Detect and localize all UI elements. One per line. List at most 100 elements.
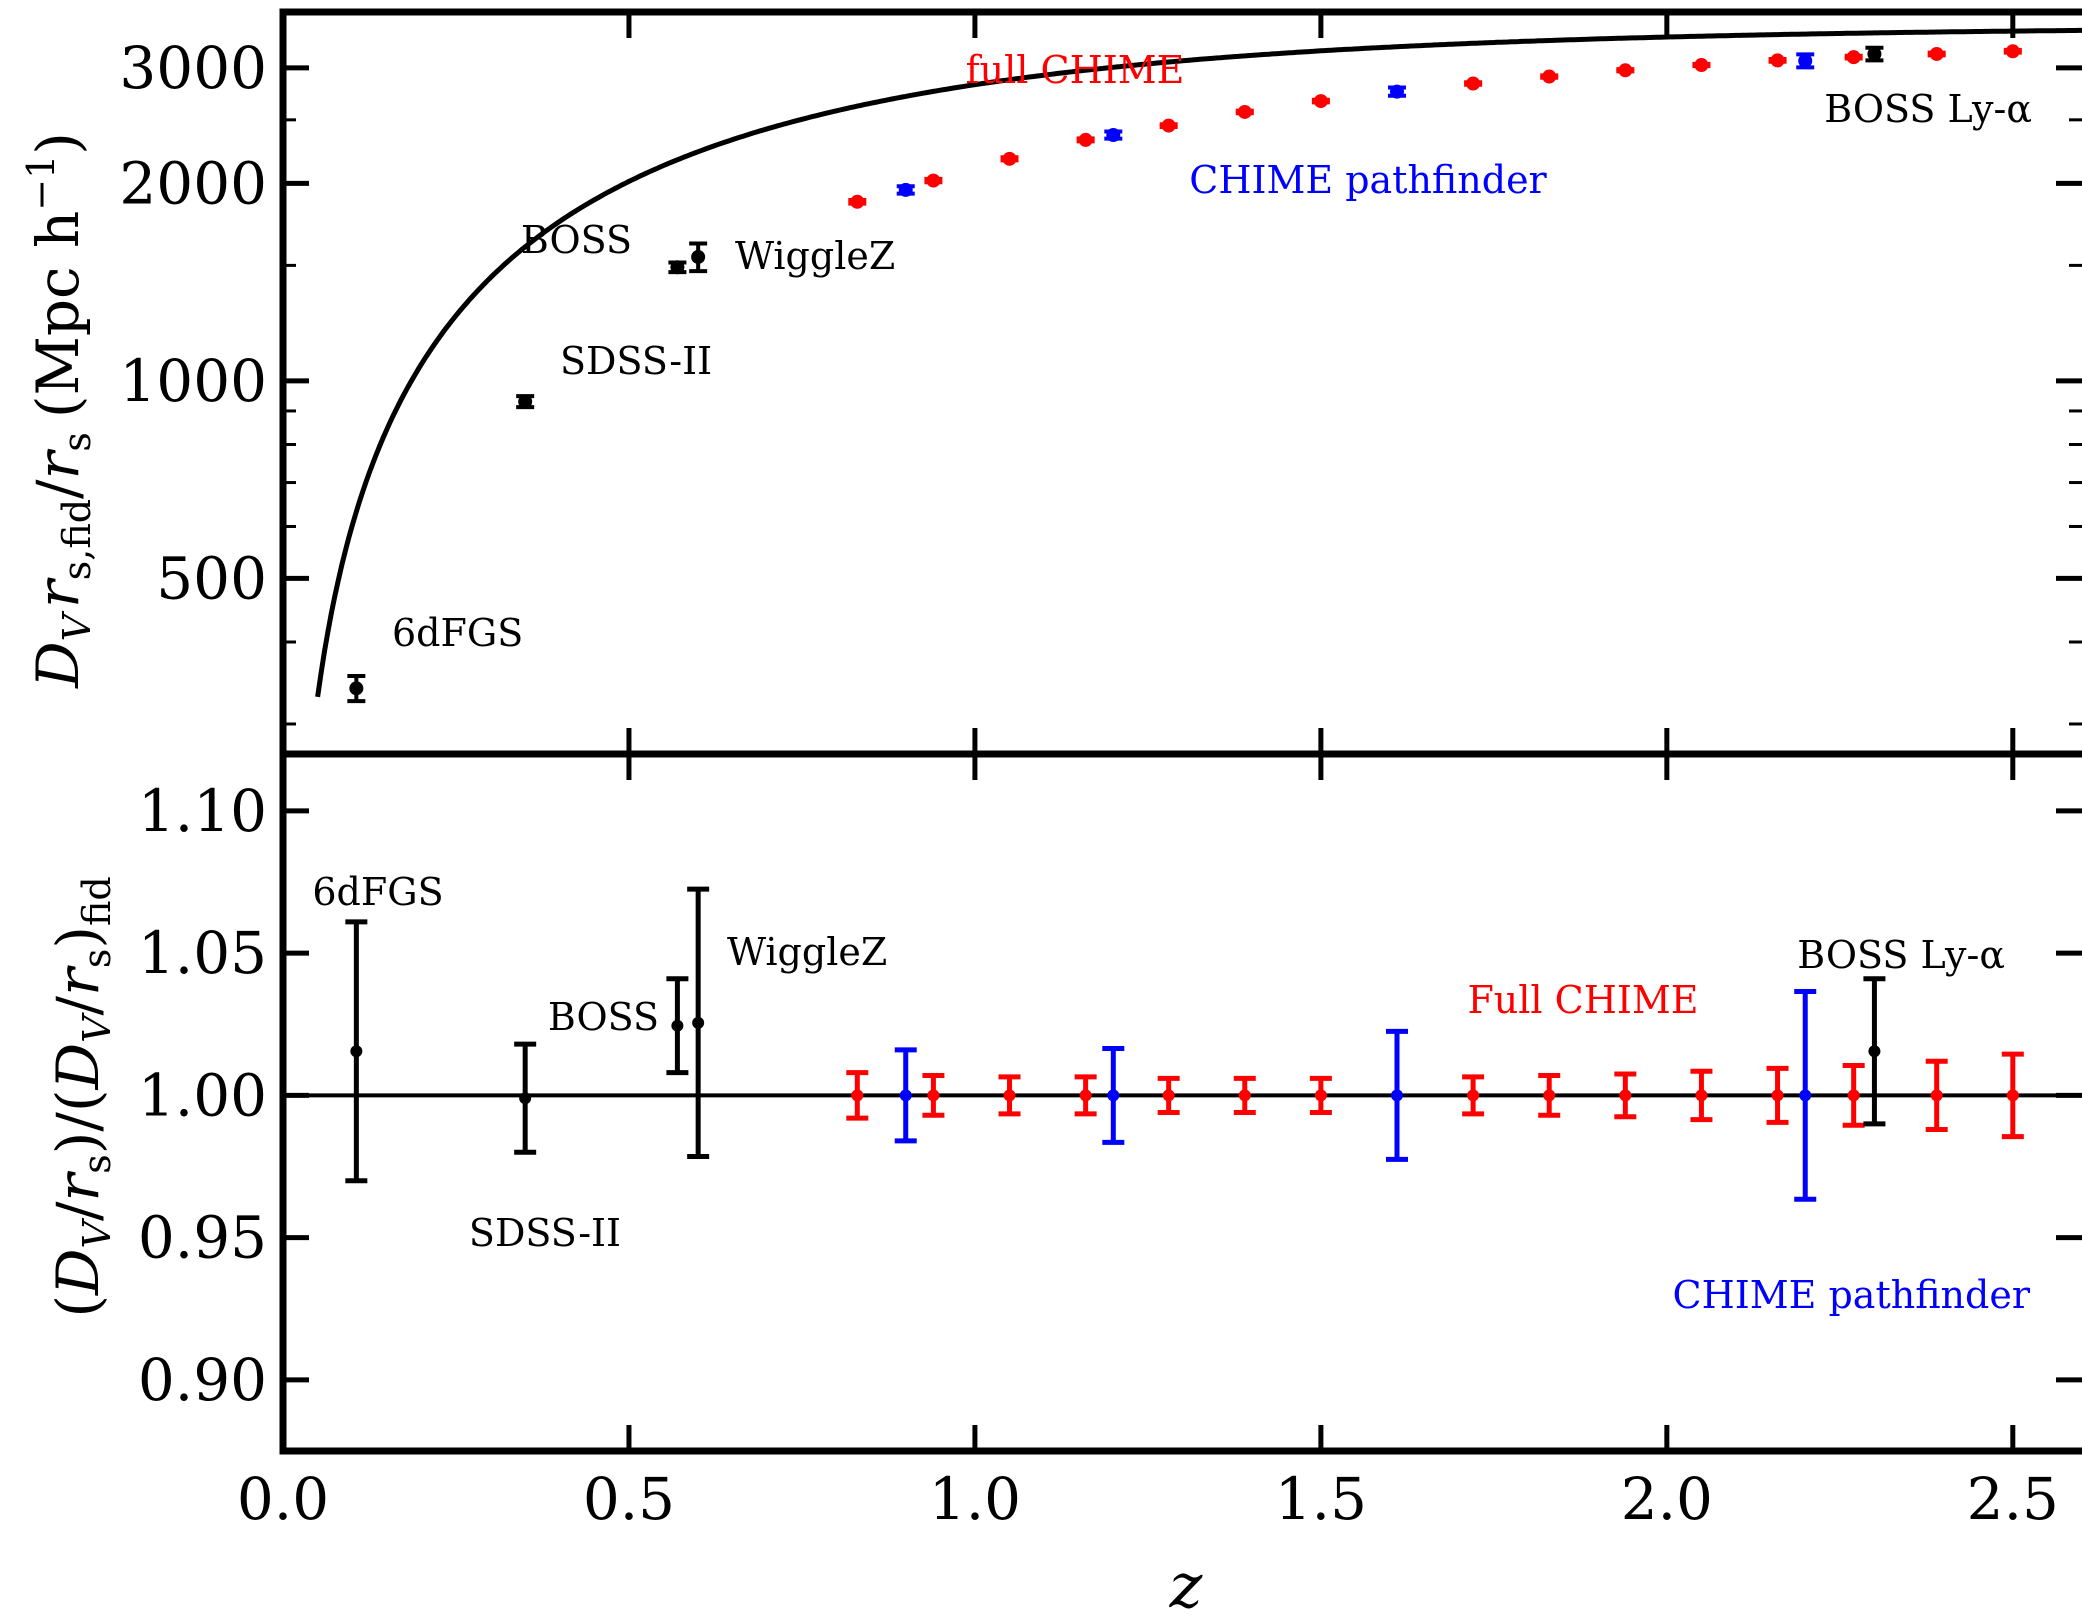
bottom-marker-2-4	[1868, 1045, 1881, 1058]
top-annotation-sdss-ii: SDSS-II	[560, 339, 712, 383]
top-marker-0-7	[1466, 76, 1481, 91]
top-ytick-label-0: 500	[156, 544, 267, 612]
top-panel: 500 1000 2000 3000 full CHIME CHIME pathfin…	[19, 8, 2082, 758]
bottom-marker-0-14	[2006, 1089, 2019, 1102]
bottom-point-2-0	[345, 919, 368, 1184]
bottom-ytick-label-4: 1.10	[138, 777, 267, 845]
top-point-0-8	[1540, 69, 1559, 84]
bottom-marker-0-3	[1079, 1089, 1092, 1102]
top-y-axis-label: DVrs,fid/rs(Mpc h−1)	[19, 132, 99, 689]
bottom-annotation-6dfgs: 6dFGS	[312, 870, 443, 914]
top-point-0-5	[1235, 104, 1254, 119]
bottom-marker-0-10	[1695, 1089, 1708, 1102]
bottom-point-1-1	[1102, 1045, 1125, 1145]
bottom-point-0-13	[1925, 1058, 1948, 1133]
bottom-point-1-0	[894, 1047, 917, 1144]
bottom-marker-2-0	[350, 1045, 363, 1058]
top-marker-1-1	[1106, 128, 1121, 143]
bottom-marker-0-7	[1467, 1089, 1480, 1102]
bottom-ytick-label-2: 1.00	[138, 1061, 267, 1129]
bottom-marker-0-1	[927, 1089, 940, 1102]
bottom-marker-0-4	[1162, 1089, 1175, 1102]
top-point-0-12	[1844, 50, 1863, 65]
top-point-0-1	[924, 173, 943, 188]
bottom-point-2-3	[687, 886, 710, 1160]
top-marker-2-2	[670, 260, 685, 275]
top-ytick-label-3: 3000	[119, 34, 267, 102]
bottom-marker-2-1	[519, 1092, 532, 1105]
bottom-marker-2-2	[671, 1019, 684, 1032]
bottom-point-0-8	[1538, 1072, 1561, 1118]
bottom-marker-0-12	[1847, 1089, 1860, 1102]
bottom-marker-1-2	[1390, 1089, 1403, 1102]
top-point-2-2	[668, 260, 687, 275]
top-point-0-13	[1927, 46, 1946, 61]
bottom-marker-0-6	[1314, 1089, 1327, 1102]
bottom-annotation-boss-lya: BOSS Ly-α	[1797, 933, 2005, 977]
top-point-2-0	[347, 674, 366, 704]
top-marker-0-3	[1078, 132, 1093, 147]
bottom-points-layer	[345, 886, 2024, 1202]
top-annotation-chime-pathfinder: CHIME pathfinder	[1189, 158, 1547, 202]
bottom-marker-2-3	[692, 1016, 705, 1029]
top-ytick-label-1: 1000	[119, 347, 267, 415]
top-annotation-6dfgs: 6dFGS	[392, 611, 523, 655]
top-annotation-boss-lya: BOSS Ly-α	[1824, 87, 2032, 131]
top-marker-0-12	[1846, 50, 1861, 65]
top-point-1-1	[1104, 128, 1123, 143]
bottom-point-0-12	[1842, 1063, 1865, 1128]
bottom-marker-0-11	[1771, 1089, 1784, 1102]
top-point-0-7	[1464, 76, 1483, 91]
bottom-xtick-label-4: 2.0	[1621, 1465, 1713, 1533]
top-marker-0-6	[1313, 94, 1328, 109]
bottom-point-0-11	[1766, 1065, 1789, 1125]
top-point-1-3	[1796, 52, 1815, 70]
bottom-ytick-label-3: 1.05	[138, 919, 267, 987]
top-marker-0-11	[1770, 53, 1785, 68]
top-marker-2-1	[518, 394, 533, 409]
bottom-point-0-3	[1074, 1074, 1097, 1117]
bottom-xtick-label-5: 2.5	[1967, 1465, 2059, 1533]
bottom-xtick-label-1: 0.5	[583, 1465, 675, 1533]
top-marker-0-2	[1002, 151, 1017, 166]
top-point-0-11	[1768, 53, 1787, 68]
bottom-ytick-label-1: 0.95	[138, 1204, 267, 1272]
bottom-point-0-0	[846, 1070, 869, 1121]
bottom-marker-0-2	[1003, 1089, 1016, 1102]
bottom-xtick-label-2: 1.0	[929, 1465, 1021, 1533]
top-marker-0-10	[1694, 58, 1709, 73]
top-point-0-4	[1159, 118, 1178, 133]
bottom-point-1-3	[1794, 989, 1817, 1202]
bottom-ytick-label-0: 0.90	[138, 1346, 267, 1414]
top-points-layer	[347, 44, 2022, 704]
top-marker-0-8	[1542, 69, 1557, 84]
top-point-0-2	[1000, 151, 1019, 166]
top-point-0-10	[1692, 58, 1711, 73]
top-point-2-4	[1865, 45, 1884, 63]
top-marker-2-0	[349, 681, 364, 696]
top-marker-1-0	[898, 182, 913, 197]
top-point-1-0	[896, 182, 915, 197]
top-marker-0-4	[1161, 118, 1176, 133]
top-marker-0-0	[850, 194, 865, 209]
top-annotation-boss: BOSS	[521, 218, 632, 262]
top-marker-0-14	[2005, 44, 2020, 59]
bottom-point-0-5	[1233, 1075, 1256, 1115]
top-model-curve-layer	[315, 27, 2082, 698]
top-point-0-3	[1076, 132, 1095, 147]
bottom-annotation-wigglez: WiggleZ	[727, 930, 887, 974]
bottom-point-0-2	[998, 1074, 1021, 1117]
bottom-xtick-label-3: 1.5	[1275, 1465, 1367, 1533]
top-model-curve	[315, 27, 2082, 698]
top-annotation-full-chime: full CHIME	[966, 48, 1185, 92]
bottom-point-0-1	[922, 1072, 945, 1118]
top-marker-1-2	[1389, 84, 1404, 99]
bottom-marker-0-5	[1238, 1089, 1251, 1102]
bottom-point-0-7	[1462, 1074, 1485, 1117]
bottom-point-2-4	[1863, 976, 1886, 1127]
top-marker-0-1	[926, 173, 941, 188]
bottom-marker-1-0	[899, 1089, 912, 1102]
bottom-point-1-2	[1385, 1028, 1408, 1162]
